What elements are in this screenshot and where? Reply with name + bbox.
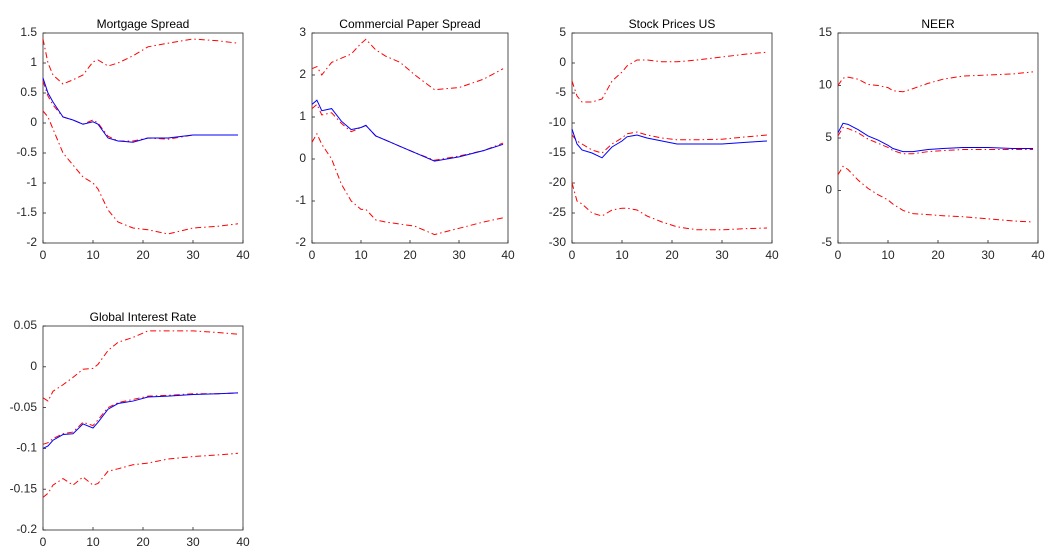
x-tick-label: 0 [40, 248, 47, 262]
plot-area [311, 32, 509, 244]
x-tick-label: 30 [981, 248, 995, 262]
y-tick-label: 2 [299, 67, 306, 81]
subplot-title: NEER [921, 17, 955, 31]
y-tick-label: -0.05 [10, 400, 38, 414]
y-tick-label: -0.15 [10, 481, 38, 495]
y-tick-label: -30 [549, 235, 567, 249]
x-tick-label: 40 [765, 248, 779, 262]
series-line [311, 103, 504, 161]
subplot-title: Global Interest Rate [90, 310, 197, 324]
y-tick-label: 1 [30, 55, 37, 69]
x-tick-label: 20 [931, 248, 945, 262]
y-tick-label: 1.5 [20, 25, 37, 39]
y-tick-label: -1.5 [16, 205, 37, 219]
subplot-title: Stock Prices US [629, 17, 716, 31]
series-line [837, 71, 1034, 93]
series-line [571, 51, 768, 103]
y-tick-label: -25 [549, 205, 567, 219]
y-tick-label: -1 [295, 193, 306, 207]
x-tick-label: 10 [354, 248, 368, 262]
y-tick-label: -0.5 [16, 145, 37, 159]
y-tick-label: -0.1 [16, 441, 37, 455]
y-tick-label: -5 [821, 235, 832, 249]
y-tick-label: 0 [559, 55, 566, 69]
x-tick-label: 40 [1031, 248, 1045, 262]
series-line [42, 38, 239, 85]
x-tick-label: 30 [715, 248, 729, 262]
x-tick-label: 0 [569, 248, 576, 262]
plot-area [42, 32, 244, 244]
series-line [42, 77, 238, 143]
subplot-title: Commercial Paper Spread [339, 17, 480, 31]
series-line [42, 330, 239, 402]
series-line [311, 99, 504, 162]
y-tick-label: 3 [299, 25, 306, 39]
series-line [571, 182, 768, 231]
series-line [311, 38, 504, 91]
subplot: Commercial Paper Spread 0 10 20 30 40 -2 -1 0 1 2 3 [295, 17, 515, 262]
y-tick-label: -1 [26, 175, 37, 189]
series-line [837, 122, 1033, 153]
series-line [837, 165, 1034, 223]
x-tick-label: 20 [665, 248, 679, 262]
x-tick-label: 30 [186, 535, 200, 549]
plot-area [837, 32, 1039, 244]
x-tick-label: 10 [86, 248, 100, 262]
x-tick-label: 40 [236, 248, 250, 262]
y-tick-label: 15 [819, 25, 833, 39]
y-tick-label: 0.5 [20, 85, 37, 99]
x-tick-label: 20 [136, 248, 150, 262]
subplot: Stock Prices US 0 10 20 30 40 -30 -25 -20 -15 -10 -… [549, 17, 779, 262]
series-line [837, 126, 1033, 155]
plot-area [42, 325, 244, 531]
y-tick-label: 10 [819, 78, 833, 92]
y-tick-label: -5 [555, 85, 566, 99]
x-tick-label: 10 [881, 248, 895, 262]
x-tick-label: 0 [835, 248, 842, 262]
y-tick-label: -20 [549, 175, 567, 189]
subplot: Global Interest Rate 0 10 20 30 40 -0.2 -0.15 -0… [10, 310, 250, 549]
y-tick-label: -10 [549, 115, 567, 129]
y-tick-label: 0 [30, 115, 37, 129]
y-tick-label: -15 [549, 145, 567, 159]
y-tick-label: 5 [559, 25, 566, 39]
series-line [42, 392, 239, 449]
y-tick-label: 0 [299, 151, 306, 165]
x-tick-label: 30 [452, 248, 466, 262]
series-line [571, 128, 768, 159]
plot-area [571, 32, 773, 244]
x-tick-label: 30 [186, 248, 200, 262]
x-tick-label: 10 [615, 248, 629, 262]
x-tick-label: 40 [236, 535, 250, 549]
x-tick-label: 0 [309, 248, 316, 262]
y-tick-label: 0 [825, 183, 832, 197]
x-tick-label: 10 [86, 535, 100, 549]
series-line [42, 110, 239, 235]
series-line [571, 131, 768, 154]
x-tick-label: 20 [403, 248, 417, 262]
y-tick-label: 0 [30, 359, 37, 373]
y-tick-label: 1 [299, 109, 306, 123]
y-tick-label: -0.2 [16, 522, 37, 536]
y-tick-label: -2 [295, 235, 306, 249]
series-line [311, 132, 504, 236]
x-tick-label: 40 [501, 248, 515, 262]
y-tick-label: 5 [825, 130, 832, 144]
x-tick-label: 0 [40, 535, 47, 549]
x-tick-label: 20 [136, 535, 150, 549]
series-line [42, 392, 239, 445]
y-tick-label: 0.05 [14, 318, 38, 332]
y-tick-label: -2 [26, 235, 37, 249]
subplot: Mortgage Spread 0 10 20 30 40 -2 -1.5 -1 -0.5 0 0.5… [16, 17, 250, 262]
subplot-title: Mortgage Spread [97, 17, 190, 31]
